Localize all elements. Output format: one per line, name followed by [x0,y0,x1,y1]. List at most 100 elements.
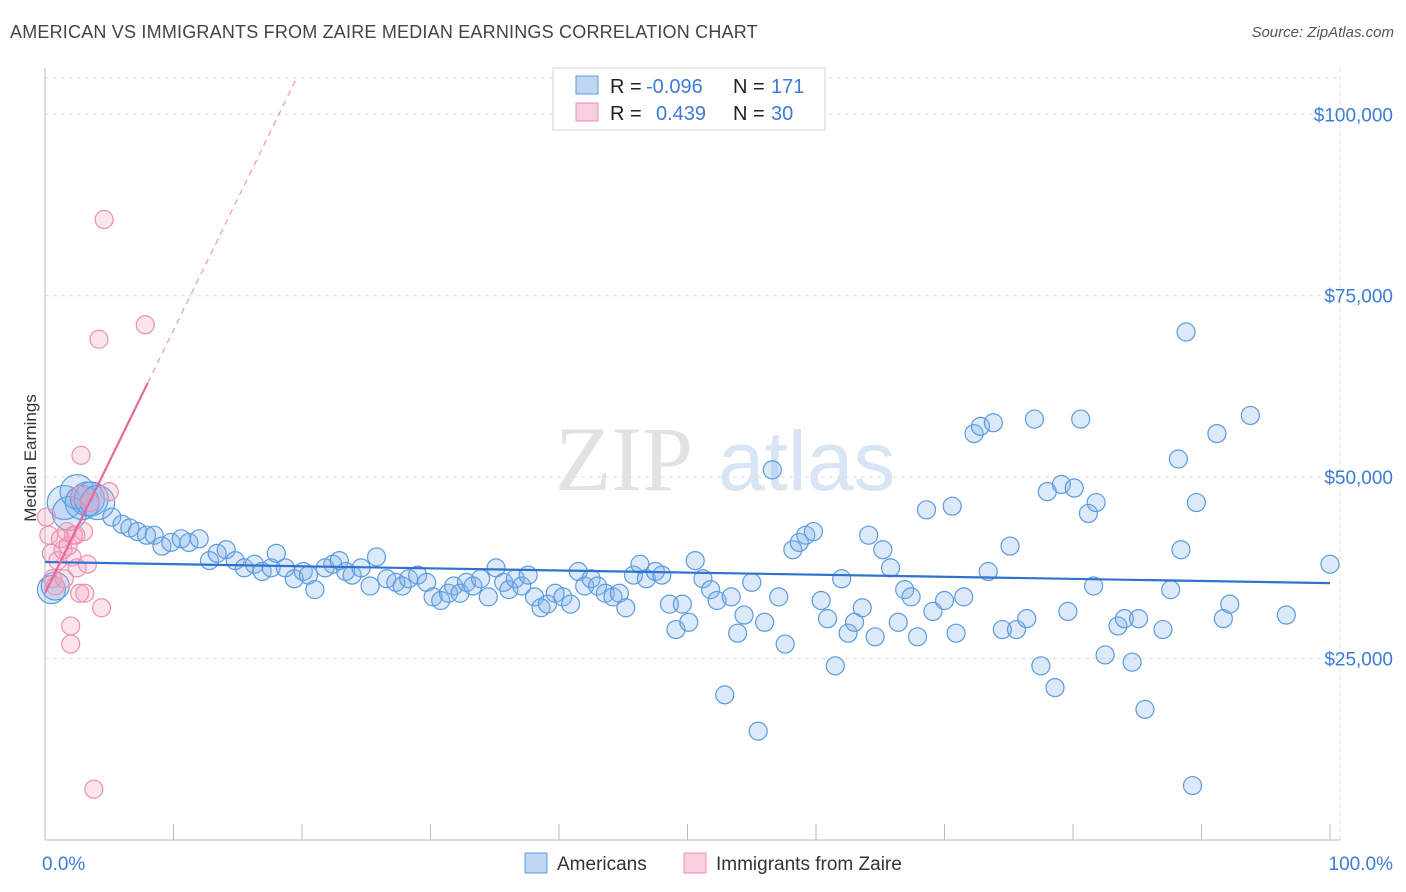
bottom-legend-swatch-zaire [683,852,707,874]
trend-line-zaire-extension [147,77,298,384]
bottom-legend: Americans Immigrants from Zaire [524,852,902,875]
bottom-legend-swatch-americans [524,852,548,874]
americans-point-59 [499,580,519,600]
zaire-point-29 [135,315,155,335]
americans-point-144 [1095,645,1115,665]
zaire-point-21 [75,583,95,603]
americans-point-51 [444,576,464,596]
americans-point-143 [1086,492,1106,513]
americans-point-122 [942,496,962,516]
axes [44,68,1340,841]
americans-point-138 [1058,601,1078,622]
americans-point-112 [865,627,885,647]
americans-point-152 [1168,449,1188,469]
legend-n-value-americans: 171 [771,76,804,98]
americans-point-86 [685,550,705,571]
americans-point-140 [1071,409,1091,429]
americans-point-14 [144,525,164,545]
trend-line-americans [44,560,1331,585]
americans-point-115 [888,612,908,632]
americans-point-133 [1024,409,1045,429]
americans-point-156 [1186,492,1206,513]
americans-point-129 [992,619,1012,640]
americans-point-103 [803,521,824,542]
x-tick-label-1: 100.0% [1329,854,1394,875]
legend-n-label-1: N = [733,76,765,98]
americans-point-111 [859,525,879,545]
chart-title: AMERICAN VS IMMIGRANTS FROM ZAIRE MEDIAN… [10,22,758,42]
americans-point-113 [873,540,893,560]
tick-labels: $25,000 $50,000 $75,000 $100,000 0.0% 100.0% [42,105,1393,875]
legend-swatch-americans [575,75,599,95]
americans-point-161 [1276,605,1296,625]
americans-point-105 [817,609,838,629]
legend-n-value-zaire: 30 [771,103,793,125]
americans-point-18 [179,532,199,553]
americans-point-153 [1171,540,1191,560]
americans-point-128 [983,413,1003,433]
americans-point-121 [934,590,955,611]
americans-point-125 [964,424,984,444]
americans-point-108 [838,623,858,643]
americans-point-68 [560,594,581,614]
americans-point-53 [456,572,477,592]
americans-point-132 [1017,609,1037,629]
americans-point-97 [762,460,782,480]
americans-point-134 [1031,656,1051,676]
legend-r-label-2: R = [610,103,642,125]
americans-point-110 [852,598,872,618]
legend-swatch-zaire [575,102,599,122]
trend-lines [44,77,1331,594]
legend: R = -0.096 N = 171 R = 0.439 N = 30 [552,67,826,131]
americans-point-40 [360,576,380,596]
americans-point-147 [1122,652,1142,672]
zaire-point-19 [71,445,91,465]
americans-point-123 [946,623,966,643]
americans-point-100 [783,540,803,560]
americans-point-117 [901,587,921,607]
americans-point-49 [431,590,451,611]
legend-n-label-2: N = [733,103,765,125]
americans-point-44 [392,576,412,596]
zaire-point-18 [70,583,90,603]
americans-point-107 [832,569,852,589]
americans-point-24 [234,558,254,578]
grid-layer [45,68,1341,840]
americans-point-67 [553,587,573,607]
americans-point-127 [978,561,998,582]
americans-point-55 [471,569,491,589]
watermark-atlas: atlas [718,414,895,508]
americans-point-98 [769,587,789,607]
bottom-legend-zaire: Immigrants from Zaire [716,854,902,875]
americans-point-95 [748,721,768,741]
americans-point-114 [880,558,901,578]
americans-point-56 [478,587,498,607]
americans-point-13 [136,525,157,545]
y-tick-label-1: $50,000 [1324,468,1393,489]
trend-line-zaire [44,382,149,594]
americans-point-61 [512,576,532,596]
zaire-point-11 [61,616,81,636]
zaire-point-12 [61,634,81,654]
americans-point-124 [954,587,974,607]
americans-point-33 [305,580,325,600]
americans-point-65 [537,594,558,614]
americans-point-146 [1114,609,1135,629]
americans-point-118 [907,627,928,647]
americans-point-89 [707,590,727,611]
zaire-point-26 [91,598,112,618]
americans-point-106 [825,656,845,676]
americans-point-99 [775,634,795,654]
americans-point-72 [587,576,608,596]
zaire-point-17 [70,485,90,505]
americans-point-74 [603,587,623,607]
zaire-point-25 [89,329,109,349]
zaire-point-28 [99,482,119,502]
americans-point-116 [895,580,915,600]
americans-point-81 [652,565,672,585]
americans-point-159 [1220,594,1240,614]
americans-point-71 [581,569,601,589]
americans-point-104 [811,590,831,611]
americans-point-162 [1320,554,1340,574]
